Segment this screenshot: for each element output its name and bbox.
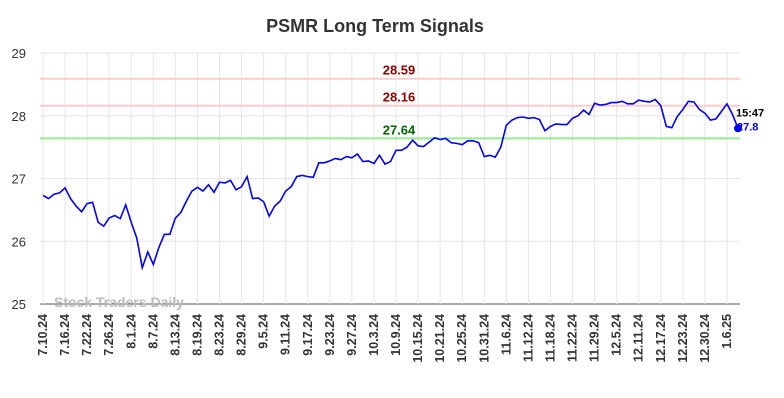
y-tick-label: 25 <box>12 297 26 312</box>
x-tick-label: 7.22.24 <box>80 314 94 356</box>
x-tick-label: 11.29.24 <box>588 314 602 362</box>
x-tick-label: 7.10.24 <box>36 314 50 356</box>
x-tick-label: 9.27.24 <box>345 314 359 356</box>
x-tick-label: 8.1.24 <box>124 314 138 349</box>
x-tick-label: 8.29.24 <box>235 314 249 356</box>
x-tick-label: 11.18.24 <box>543 314 557 362</box>
x-tick-label: 9.11.24 <box>279 314 293 355</box>
x-tick-label: 10.3.24 <box>367 314 381 356</box>
y-tick-label: 28 <box>12 109 26 124</box>
chart-title: PSMR Long Term Signals <box>266 16 484 36</box>
signal-label: 27.64 <box>383 122 416 137</box>
x-tick-label: 12.17.24 <box>654 314 668 363</box>
x-tick-label: 8.23.24 <box>213 314 227 356</box>
signal-label: 28.59 <box>383 63 416 78</box>
x-tick-label: 7.16.24 <box>58 314 72 356</box>
x-tick-label: 9.5.24 <box>257 314 271 349</box>
x-tick-label: 7.26.24 <box>102 314 116 356</box>
x-tick-label: 12.11.24 <box>632 314 646 362</box>
y-tick-label: 29 <box>12 46 26 61</box>
x-tick-label: 9.17.24 <box>301 314 315 356</box>
x-tick-label: 8.19.24 <box>190 314 204 356</box>
x-tick-label: 1.6.25 <box>720 314 734 349</box>
x-tick-label: 12.5.24 <box>610 314 624 356</box>
watermark: Stock Traders Daily <box>54 294 184 310</box>
signal-label: 28.16 <box>383 90 416 105</box>
last-point <box>734 124 743 133</box>
y-tick-label: 26 <box>12 234 26 249</box>
x-tick-label: 12.30.24 <box>698 314 712 363</box>
y-tick-label: 27 <box>12 172 26 187</box>
x-tick-label: 10.21.24 <box>433 314 447 363</box>
x-tick-label: 10.15.24 <box>411 314 425 363</box>
x-tick-label: 8.13.24 <box>168 314 182 356</box>
x-tick-label: 11.6.24 <box>499 314 513 355</box>
last-time: 15:47 <box>736 107 764 119</box>
x-tick-label: 11.12.24 <box>521 314 535 362</box>
x-tick-label: 9.23.24 <box>323 314 337 356</box>
x-tick-label: 10.31.24 <box>477 314 491 363</box>
x-tick-label: 11.22.24 <box>566 314 580 362</box>
price-line <box>42 98 739 271</box>
x-tick-label: 12.23.24 <box>676 314 690 363</box>
x-tick-label: 10.9.24 <box>389 314 403 356</box>
x-tick-label: 10.25.24 <box>455 314 469 363</box>
last-value: 27.8 <box>737 121 758 133</box>
x-tick-label: 8.7.24 <box>146 314 160 349</box>
